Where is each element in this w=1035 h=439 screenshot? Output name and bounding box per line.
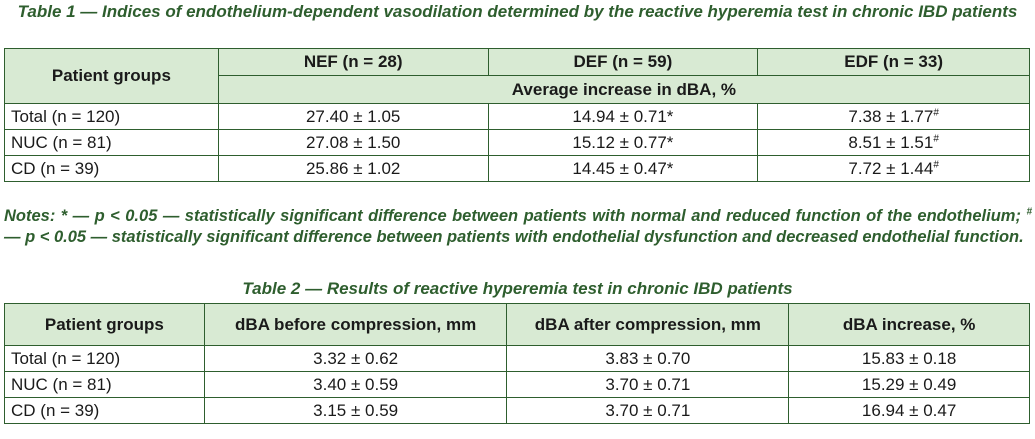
table1-col-nef-header: NEF (n = 28) (217, 48, 489, 76)
table2-cell-after: 3.70 ± 0.71 (506, 397, 790, 424)
table2-cell-before: 3.15 ± 0.59 (203, 397, 508, 424)
table2-cell-increase: 15.29 ± 0.49 (788, 371, 1030, 398)
table2-col-before-header: dBA before compression, mm (203, 303, 508, 346)
table2: Patient groups dBA before compression, m… (4, 303, 1030, 424)
table1-notes: Notes: * — p < 0.05 — statistically sign… (4, 206, 1032, 247)
table2-group-header: Patient groups (4, 303, 205, 346)
table-row: NUC (n = 81) 27.08 ± 1.50 15.12 ± 0.77* … (4, 129, 1030, 156)
table2-row-group: NUC (n = 81) (4, 371, 205, 398)
table2-row-group: CD (n = 39) (4, 397, 205, 424)
notes-part1: Notes: * — p < 0.05 — statistically sign… (4, 207, 1027, 225)
table1-cell-edf-value: 7.72 ± 1.44 (848, 158, 934, 178)
table1-cell-nef: 27.40 ± 1.05 (217, 103, 489, 130)
table1-subheader: Average increase in dBA, % (217, 75, 1031, 104)
table1: Patient groups NEF (n = 28) DEF (n = 59)… (4, 48, 1031, 182)
table2-cell-increase: 15.83 ± 0.18 (788, 345, 1030, 372)
table1-cell-nef: 27.08 ± 1.50 (217, 129, 489, 156)
table2-row-group: Total (n = 120) (4, 345, 205, 372)
table1-cell-def: 14.94 ± 0.71* (487, 103, 759, 130)
table1-row-group: NUC (n = 81) (4, 129, 219, 156)
table2-caption: Table 2 — Results of reactive hyperemia … (242, 279, 793, 298)
table1-cell-edf: 7.38 ± 1.77# (757, 103, 1030, 130)
table2-col-increase-header: dBA increase, % (788, 303, 1030, 346)
table1-col-def-header: DEF (n = 59) (487, 48, 759, 76)
table1-caption: Table 1 — Indices of endothelium-depende… (17, 2, 1018, 21)
table-row: NUC (n = 81) 3.40 ± 0.59 3.70 ± 0.71 15.… (4, 371, 1030, 398)
table-row: CD (n = 39) 3.15 ± 0.59 3.70 ± 0.71 16.9… (4, 397, 1030, 424)
table1-cell-def: 14.45 ± 0.47* (487, 155, 759, 182)
table1-cell-edf: 7.72 ± 1.44# (757, 155, 1030, 182)
table1-group-header: Patient groups (4, 48, 219, 104)
hash-mark: # (933, 132, 939, 144)
table2-cell-after: 3.83 ± 0.70 (506, 345, 790, 372)
hash-mark: # (933, 158, 939, 170)
table2-cell-before: 3.32 ± 0.62 (203, 345, 508, 372)
table1-cell-edf-value: 7.38 ± 1.77 (848, 106, 934, 126)
table1-row-group: Total (n = 120) (4, 103, 219, 130)
hash-mark: # (933, 106, 939, 118)
table1-cell-edf: 8.51 ± 1.51# (757, 129, 1030, 156)
hash-mark: # (1026, 206, 1032, 218)
table-row: Total (n = 120) 27.40 ± 1.05 14.94 ± 0.7… (4, 103, 1030, 130)
table2-cell-before: 3.40 ± 0.59 (203, 371, 508, 398)
table2-col-after-header: dBA after compression, mm (506, 303, 790, 346)
table1-cell-edf-value: 8.51 ± 1.51 (848, 132, 934, 152)
table-row: CD (n = 39) 25.86 ± 1.02 14.45 ± 0.47* 7… (4, 155, 1030, 182)
table1-col-edf-header: EDF (n = 33) (757, 48, 1030, 76)
notes-part2: — p < 0.05 — statistically significant d… (4, 227, 1024, 246)
table2-cell-after: 3.70 ± 0.71 (506, 371, 790, 398)
table1-cell-def: 15.12 ± 0.77* (487, 129, 759, 156)
table-row: Total (n = 120) 3.32 ± 0.62 3.83 ± 0.70 … (4, 345, 1030, 372)
table1-row-group: CD (n = 39) (4, 155, 219, 182)
table2-cell-increase: 16.94 ± 0.47 (788, 397, 1030, 424)
table1-cell-nef: 25.86 ± 1.02 (217, 155, 489, 182)
